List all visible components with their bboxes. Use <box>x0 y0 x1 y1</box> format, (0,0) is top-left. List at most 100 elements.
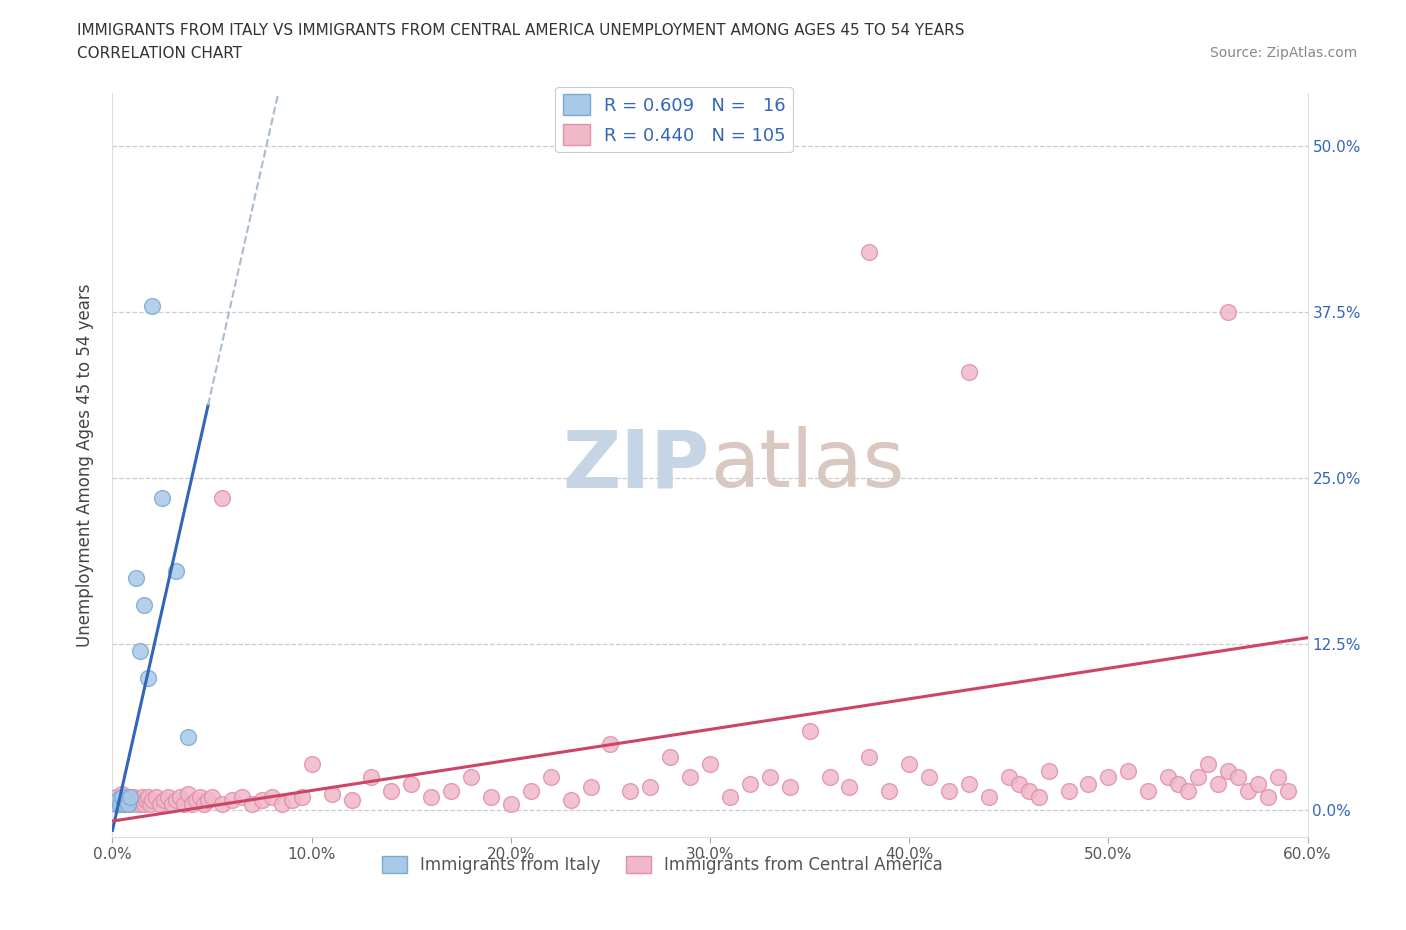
Point <box>115 792 138 807</box>
Point <box>157 790 180 804</box>
Point <box>193 796 215 811</box>
Point <box>186 792 208 807</box>
Point <box>1206 777 1229 791</box>
Point <box>138 790 160 804</box>
Point <box>110 792 132 807</box>
Point <box>240 796 263 811</box>
Point <box>838 779 860 794</box>
Point <box>1177 783 1199 798</box>
Point <box>579 779 602 794</box>
Point <box>162 796 183 811</box>
Point <box>165 564 187 578</box>
Text: ZIP: ZIP <box>562 426 710 504</box>
Point <box>111 787 134 802</box>
Point <box>135 792 157 807</box>
Point <box>1187 770 1209 785</box>
Point <box>114 796 135 811</box>
Point <box>759 770 782 785</box>
Point <box>1077 777 1099 791</box>
Point <box>1216 764 1239 778</box>
Point <box>560 792 582 807</box>
Point <box>520 783 543 798</box>
Point <box>879 783 901 798</box>
Point <box>270 796 292 811</box>
Point <box>1226 770 1249 785</box>
Point <box>250 792 273 807</box>
Point <box>107 796 129 811</box>
Point <box>145 790 167 804</box>
Point <box>1028 790 1050 804</box>
Point <box>321 787 343 802</box>
Legend: Immigrants from Italy, Immigrants from Central America: Immigrants from Italy, Immigrants from C… <box>375 849 949 881</box>
Point <box>149 796 172 811</box>
Point <box>1197 756 1219 771</box>
Point <box>938 783 960 798</box>
Point <box>281 792 304 807</box>
Point <box>177 730 200 745</box>
Point <box>131 790 153 804</box>
Point <box>211 491 233 506</box>
Point <box>105 796 128 811</box>
Point <box>139 796 162 811</box>
Point <box>165 792 187 807</box>
Point <box>120 796 142 811</box>
Point <box>858 750 880 764</box>
Point <box>153 792 176 807</box>
Point <box>1018 783 1040 798</box>
Point <box>120 790 142 804</box>
Text: CORRELATION CHART: CORRELATION CHART <box>77 46 242 61</box>
Point <box>115 792 138 807</box>
Point <box>401 777 423 791</box>
Point <box>125 796 148 811</box>
Point <box>125 570 148 585</box>
Point <box>117 790 139 804</box>
Point <box>420 790 443 804</box>
Point <box>1277 783 1299 798</box>
Point <box>957 777 980 791</box>
Point <box>779 779 801 794</box>
Point <box>918 770 941 785</box>
Point <box>129 796 152 811</box>
Point <box>105 790 128 804</box>
Point <box>127 792 149 807</box>
Point <box>1057 783 1080 798</box>
Point <box>1157 770 1180 785</box>
Point <box>117 796 139 811</box>
Text: atlas: atlas <box>710 426 904 504</box>
Point <box>134 597 156 612</box>
Point <box>460 770 482 785</box>
Point <box>799 724 821 738</box>
Point <box>211 796 233 811</box>
Point <box>1008 777 1031 791</box>
Point <box>479 790 502 804</box>
Point <box>188 790 211 804</box>
Point <box>977 790 1000 804</box>
Point <box>1118 764 1140 778</box>
Point <box>129 644 152 658</box>
Point <box>150 491 173 506</box>
Point <box>110 796 132 811</box>
Point <box>141 792 163 807</box>
Point <box>360 770 382 785</box>
Point <box>1267 770 1289 785</box>
Y-axis label: Unemployment Among Ages 45 to 54 years: Unemployment Among Ages 45 to 54 years <box>76 284 94 646</box>
Point <box>998 770 1021 785</box>
Point <box>1247 777 1270 791</box>
Point <box>858 245 880 259</box>
Point <box>201 790 224 804</box>
Point <box>1097 770 1119 785</box>
Point <box>659 750 682 764</box>
Point <box>380 783 402 798</box>
Point <box>1137 783 1160 798</box>
Text: Source: ZipAtlas.com: Source: ZipAtlas.com <box>1209 46 1357 60</box>
Point <box>291 790 314 804</box>
Point <box>718 790 741 804</box>
Point <box>738 777 761 791</box>
Point <box>1237 783 1260 798</box>
Point <box>699 756 721 771</box>
Point <box>141 299 163 313</box>
Point <box>301 756 323 771</box>
Point <box>340 792 363 807</box>
Point <box>169 790 191 804</box>
Point <box>124 790 146 804</box>
